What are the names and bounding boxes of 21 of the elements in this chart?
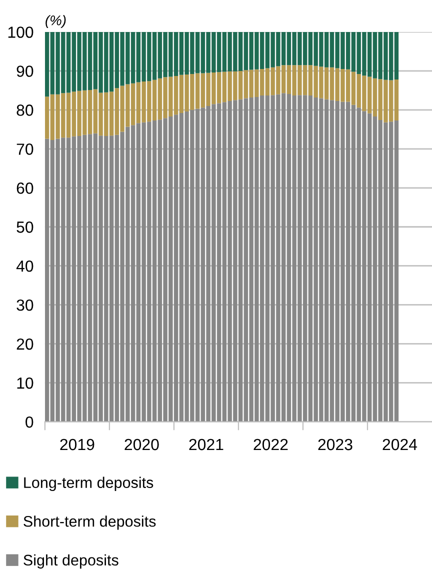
y-tick-label: 70 [16,144,34,155]
x-tick-label: 2019 [60,438,94,450]
x-tick-label: 2022 [254,438,288,450]
y-tick-label: 50 [16,222,34,233]
y-tick-label: 60 [16,182,34,194]
y-tick-label: 40 [16,260,34,272]
y-tick-label: 80 [16,104,34,116]
legend-label: Long-term deposits [24,476,154,492]
y-tick-label: 10 [17,377,34,389]
x-tick-label: 2023 [318,438,352,450]
x-tick-label: 2021 [189,438,224,450]
x-tick-label: 2024 [382,438,418,450]
x-tick-label: 2020 [124,438,159,450]
y-tick-label: 90 [16,66,34,77]
y-tick-label: 100 [8,26,34,38]
y-axis-title: (%) [46,15,66,28]
legend-label: Short-term deposits [24,516,156,530]
y-tick-label: 20 [16,338,34,350]
y-tick-label: 0 [26,416,34,428]
y-tick-label: 30 [16,299,34,311]
legend-label: Sight deposits [24,554,118,569]
